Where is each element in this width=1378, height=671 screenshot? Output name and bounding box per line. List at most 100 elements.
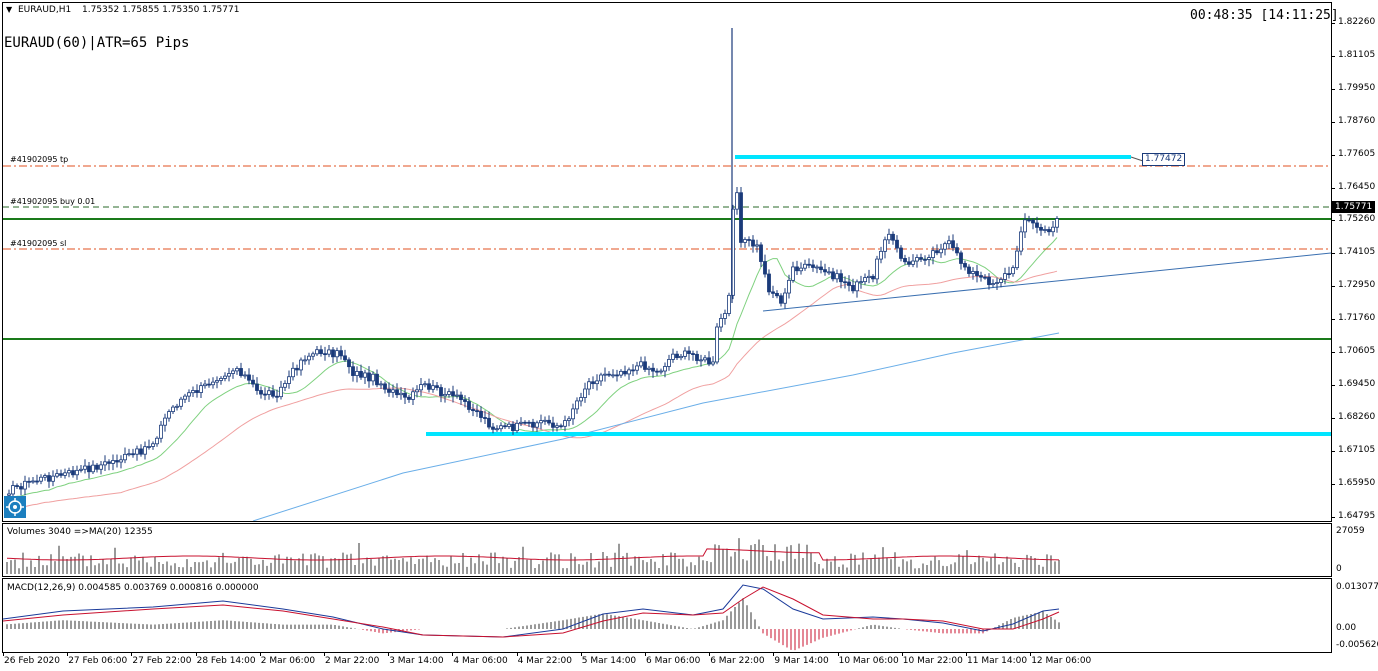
- price-candle: [187, 389, 191, 402]
- price-candle: [11, 480, 15, 498]
- price-candle: [407, 394, 411, 403]
- volumes-panel[interactable]: [2, 523, 1332, 577]
- time-axis-tick: 26 Feb 2020: [2, 652, 61, 666]
- price-candle: [899, 245, 903, 262]
- price-candle: [851, 278, 855, 294]
- time-axis-tick: 2 Mar 06:00: [259, 652, 316, 666]
- price-candle: [1039, 223, 1043, 236]
- volume-ma-line: [6, 548, 1060, 561]
- price-candle: [871, 274, 875, 283]
- macd-panel[interactable]: [2, 578, 1332, 653]
- buy-order-label[interactable]: #41902095 buy 0.01: [10, 197, 96, 206]
- price-candle: [203, 380, 207, 389]
- current-price-tag: 1.75771: [1332, 201, 1376, 213]
- price-candle: [395, 383, 399, 398]
- price-candle: [1047, 226, 1051, 236]
- price-candle: [391, 384, 395, 398]
- macd-signal-line: [3, 586, 1060, 638]
- price-candle: [259, 386, 263, 399]
- ohlc-values: 1.75352 1.75855 1.75350 1.75771: [82, 5, 240, 15]
- price-candle: [583, 382, 587, 403]
- price-candle: [515, 419, 519, 433]
- price-axis-tick: 1.72950: [1330, 280, 1376, 291]
- price-candle: [619, 369, 623, 378]
- price-candle: [115, 454, 119, 468]
- price-candle: [519, 417, 523, 426]
- price-candle: [163, 413, 167, 432]
- price-axis-tick: 1.77605: [1330, 148, 1376, 159]
- price-candle: [783, 288, 787, 309]
- time-axis-tick: 10 Mar 06:00: [837, 652, 899, 666]
- price-candle: [671, 348, 675, 363]
- price-candle: [39, 474, 43, 485]
- price-candle: [655, 368, 659, 377]
- crosshair-target-icon[interactable]: [4, 496, 26, 518]
- price-candle: [499, 422, 503, 432]
- price-candle: [683, 347, 687, 360]
- price-candle: [523, 420, 527, 425]
- price-candle: [555, 422, 559, 432]
- time-axis-tick: 27 Feb 06:00: [67, 652, 128, 666]
- price-candle: [987, 273, 991, 290]
- price-candle: [335, 347, 339, 363]
- price-candle: [375, 369, 379, 388]
- price-candle: [547, 415, 551, 426]
- price-candle: [23, 475, 27, 496]
- price-candle: [119, 455, 123, 469]
- price-candle: [711, 356, 715, 367]
- price-candle: [1051, 221, 1055, 237]
- price-candle: [967, 264, 971, 277]
- macd-canvas: [3, 584, 1060, 651]
- price-candle: [803, 259, 807, 271]
- price-candle: [63, 468, 67, 479]
- price-candle: [71, 466, 75, 478]
- price-candle: [111, 454, 115, 471]
- price-candle: [95, 462, 99, 473]
- price-candle: [823, 263, 827, 276]
- price-candle: [543, 416, 547, 425]
- price-candle: [791, 261, 795, 283]
- time-axis-tick: 9 Mar 14:00: [773, 652, 829, 666]
- ma-mid-line: [4, 270, 1058, 514]
- price-candle: [43, 473, 47, 481]
- price-candle: [483, 410, 487, 424]
- price-candle: [919, 253, 923, 262]
- symbol-timeframe: EURAUD,H1: [18, 5, 72, 15]
- price-candle: [663, 362, 667, 378]
- price-candle: [355, 366, 359, 383]
- tp-order-label[interactable]: #41902095 tp: [10, 155, 69, 164]
- price-candle: [719, 313, 723, 332]
- price-candle: [307, 352, 311, 365]
- price-candle: [939, 243, 943, 258]
- price-candle: [1015, 245, 1019, 270]
- price-candle: [235, 366, 239, 375]
- price-candle: [427, 378, 431, 393]
- price-candle: [735, 186, 739, 215]
- price-candle: [707, 351, 711, 367]
- price-candle: [223, 372, 227, 382]
- price-candle: [55, 469, 59, 479]
- price-candle: [467, 396, 471, 413]
- price-candle: [979, 271, 983, 282]
- price-candle: [591, 376, 595, 389]
- time-axis-tick: 6 Mar 06:00: [644, 652, 701, 666]
- price-candle: [383, 381, 387, 394]
- price-chart-panel[interactable]: [2, 2, 1332, 522]
- price-candle: [47, 472, 51, 488]
- price-candle: [147, 439, 151, 450]
- price-candle: [727, 292, 731, 317]
- price-candle: [347, 357, 351, 374]
- price-candle: [975, 264, 979, 283]
- price-candle: [439, 384, 443, 403]
- price-candle: [219, 376, 223, 385]
- chart-menu-icon[interactable]: ▼: [6, 5, 13, 14]
- sl-order-label[interactable]: #41902095 sl: [10, 239, 67, 248]
- volumes-axis-bottom: 0: [1336, 564, 1342, 574]
- price-candle: [479, 406, 483, 423]
- price-candle: [699, 354, 703, 367]
- price-candle: [243, 371, 247, 379]
- price-candle: [207, 378, 211, 388]
- price-candle: [91, 460, 95, 474]
- price-candle: [171, 404, 175, 415]
- price-chart-canvas[interactable]: [3, 3, 1331, 521]
